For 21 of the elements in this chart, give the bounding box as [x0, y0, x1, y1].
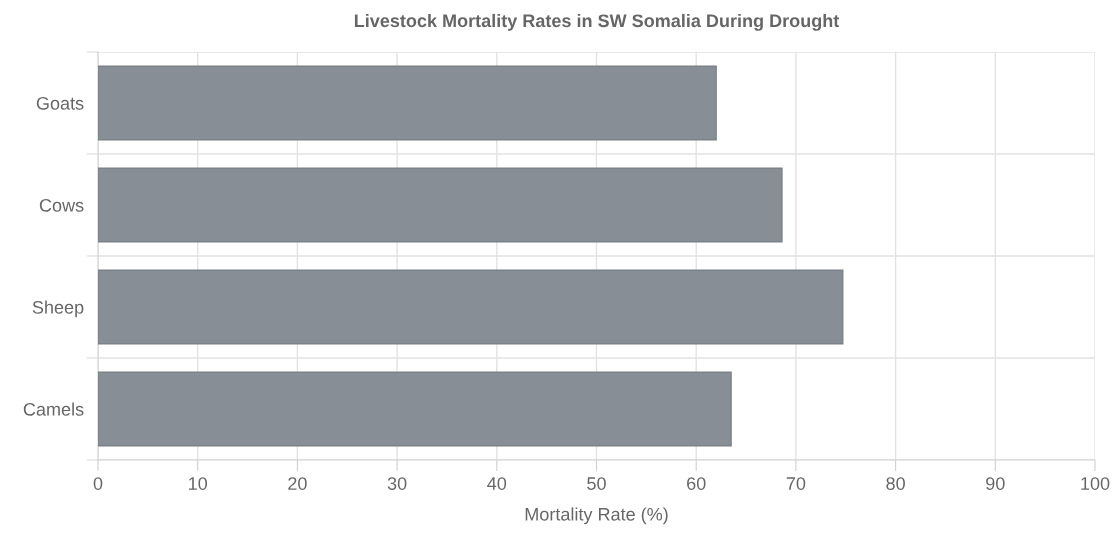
bar: [98, 167, 783, 243]
x-tick-label: 50: [587, 477, 606, 490]
bar: [98, 65, 717, 141]
bar: [98, 371, 732, 447]
y-tick-label: Goats: [36, 96, 84, 110]
x-tick-label: 10: [189, 477, 208, 490]
x-tick-label: 20: [288, 477, 307, 490]
x-tick-label: 90: [986, 477, 1005, 490]
x-tick-label: 60: [687, 477, 706, 490]
y-tick-label: Sheep: [32, 300, 84, 318]
x-tick-label: 0: [93, 477, 103, 490]
bar: [98, 269, 844, 345]
x-tick-label: 30: [387, 477, 407, 490]
chart-title: Livestock Mortality Rates in SW Somalia During Drought: [354, 13, 840, 31]
x-tick-label: 100: [1081, 477, 1110, 490]
y-tick-label: Camels: [23, 402, 84, 416]
x-tick-label: 80: [886, 477, 905, 490]
x-axis-title: Mortality Rate (%): [525, 507, 668, 525]
x-tick-label: 70: [786, 477, 806, 490]
x-tick-label: 40: [487, 477, 507, 490]
y-tick-label: Cows: [39, 198, 84, 212]
